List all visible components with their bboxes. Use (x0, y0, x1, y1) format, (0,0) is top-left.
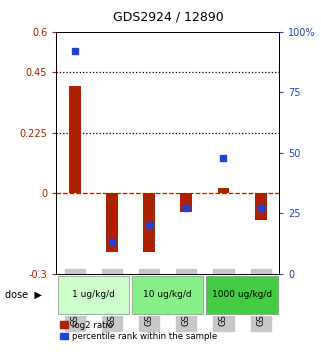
Text: 1 ug/kg/d: 1 ug/kg/d (72, 291, 115, 299)
Bar (69, 86, 81, 193)
FancyBboxPatch shape (132, 276, 204, 314)
Text: dose  ▶: dose ▶ (5, 290, 42, 300)
Bar (180, 193, 192, 212)
Bar (218, 188, 230, 193)
FancyBboxPatch shape (58, 276, 129, 314)
Text: GDS2924 / 12890: GDS2924 / 12890 (113, 10, 224, 23)
Text: 10 ug/kg/d: 10 ug/kg/d (143, 291, 192, 299)
Text: 1000 ug/kg/d: 1000 ug/kg/d (212, 291, 272, 299)
FancyBboxPatch shape (206, 276, 278, 314)
Bar (255, 193, 267, 220)
Legend: log2 ratio, percentile rank within the sample: log2 ratio, percentile rank within the s… (60, 321, 217, 341)
Bar (106, 193, 118, 252)
Bar (143, 193, 155, 252)
